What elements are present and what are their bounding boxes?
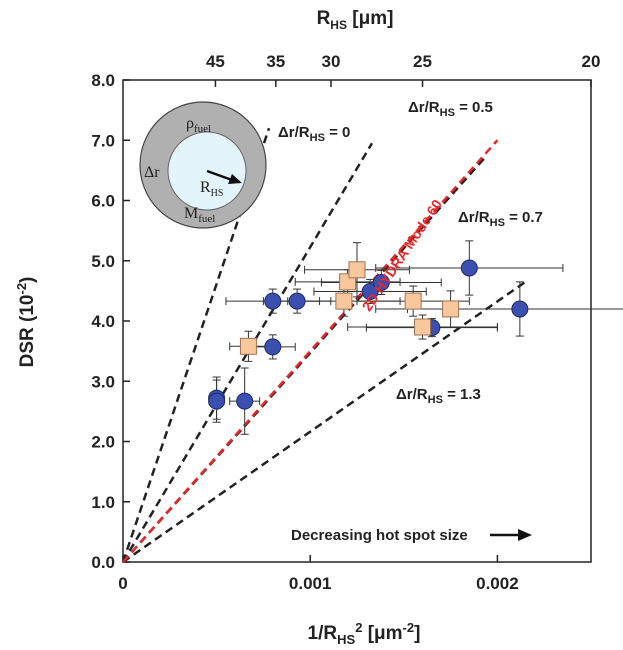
top-tick-label: 35: [266, 52, 285, 71]
label-dr-0-7: Δr/RHS = 0.7: [458, 209, 543, 229]
data-point-circle: [460, 259, 478, 277]
data-point-square: [414, 318, 432, 336]
data-point-circle: [372, 273, 390, 291]
x-axis-label: 1/RHS2 [μm-2]: [308, 620, 421, 647]
inset-dr-label: Δr: [144, 164, 160, 181]
top-tick-label: 30: [322, 52, 341, 71]
x-tick-label: 0.001: [289, 574, 332, 593]
y-tick-label: 4.0: [91, 312, 115, 331]
data-points: [208, 240, 623, 435]
data-point-circle: [361, 282, 379, 300]
tick-layer: 0.0 1.0 2.0 3.0 4.0 5.0 6.0 7.0 8.0 0 0.001 0.002 45…: [91, 52, 600, 593]
data-point-square: [442, 300, 460, 318]
y-axis-label: DSR (10-2): [14, 277, 38, 368]
inset-m-label: Mfuel: [184, 205, 215, 225]
inset-schematic: ρfuel Δr RHS Mfuel: [139, 101, 267, 229]
data-point-circle: [264, 338, 282, 356]
data-point-square: [335, 292, 353, 310]
data-point-circle: [236, 392, 254, 410]
y-tick-label: 0.0: [91, 553, 115, 572]
inset-radius-arrowhead: [228, 174, 242, 184]
arrow-annotation-text: Decreasing hot spot size: [291, 527, 468, 544]
data-point-square: [239, 337, 257, 355]
data-point-circle: [288, 292, 306, 310]
y-tick-label: 7.0: [91, 131, 115, 150]
y-tick-label: 3.0: [91, 372, 115, 391]
inset-radius-arrow: [206, 169, 233, 182]
x-tick-label: 0.002: [476, 574, 519, 593]
inset-rho-label: ρfuel: [186, 115, 211, 135]
y-tick-label: 2.0: [91, 433, 115, 452]
arrow-annotation-head: [518, 529, 532, 541]
label-hydra: 2D HYDRA Mode 60: [359, 196, 446, 314]
y-tick-label: 8.0: [91, 71, 115, 90]
data-point-circle: [208, 392, 226, 410]
data-point-square: [348, 261, 366, 279]
reference-line: [122, 280, 527, 564]
top-tick-label: 20: [582, 52, 601, 71]
reference-line: [122, 139, 499, 563]
top-tick-label: 45: [206, 52, 225, 71]
y-tick-label: 1.0: [91, 493, 115, 512]
data-point-square: [404, 292, 422, 310]
label-dr-0: Δr/RHS = 0: [278, 124, 350, 144]
reference-line: [121, 142, 374, 563]
data-point-circle: [511, 300, 529, 318]
y-tick-label: 5.0: [91, 252, 115, 271]
label-dr-0-5: Δr/RHS = 0.5: [408, 99, 493, 119]
top-axis-label: RHS [μm]: [317, 8, 394, 32]
label-dr-1-3: Δr/RHS = 1.3: [396, 386, 481, 406]
inset-r-label: RHS: [200, 179, 223, 199]
y-tick-label: 6.0: [91, 192, 115, 211]
x-tick-label: 0: [118, 574, 127, 593]
top-tick-label: 25: [413, 52, 432, 71]
data-point-circle: [264, 292, 282, 310]
